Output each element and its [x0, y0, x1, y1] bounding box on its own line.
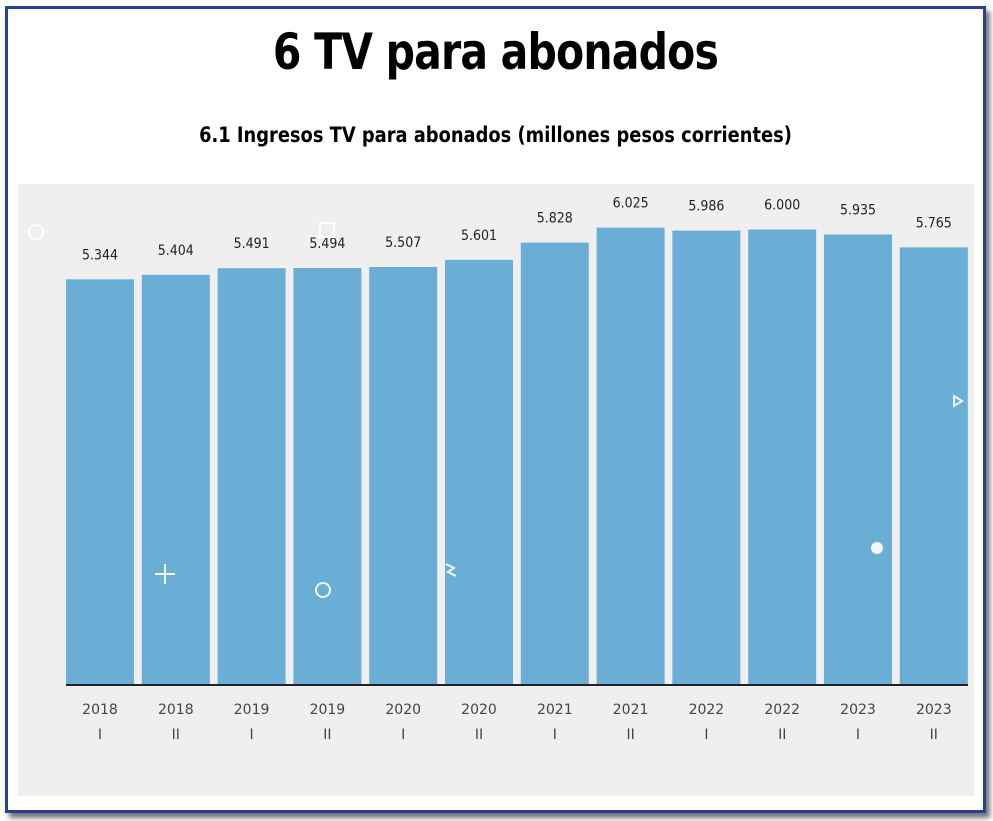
- x-tick-year: 2018: [82, 702, 118, 718]
- page-title: 6 TV para abonados: [272, 23, 719, 81]
- value-label: 5.828: [537, 211, 573, 227]
- bar-chart: 5.344 5.404 5.491 5.494 5.507 5.601 5.828 6.025…: [28, 196, 968, 743]
- plot-area: 5.344 5.404 5.491 5.494 5.507 5.601 5.828 6.025…: [18, 184, 974, 796]
- value-labels-group: 5.344 5.404 5.491 5.494 5.507 5.601 5.828 6.025…: [82, 196, 952, 264]
- bar-2019-II: [293, 267, 362, 685]
- x-tick-half: II: [778, 727, 786, 743]
- value-label: 6.000: [764, 198, 800, 214]
- bar-2021-I: [520, 242, 589, 686]
- x-tick-half: II: [172, 727, 180, 743]
- x-tick-half: II: [323, 727, 331, 743]
- bar-2023-I: [824, 234, 892, 685]
- bar-2018-II: [141, 274, 210, 685]
- value-label: 6.025: [613, 196, 649, 212]
- bar-2023-II: [899, 247, 968, 685]
- x-tick-year: 2021: [613, 702, 649, 718]
- value-label: 5.986: [688, 199, 724, 215]
- bar-2020-II: [445, 259, 513, 685]
- x-tick-year: 2020: [385, 702, 421, 718]
- x-tick-half: I: [553, 727, 557, 743]
- x-tick-year: 2019: [310, 702, 346, 718]
- x-tick-half: I: [98, 727, 102, 743]
- x-tick-year: 2018: [158, 702, 194, 718]
- x-tick-labels-group: 2018I2018II2019I2019II2020I2020II2021I20…: [82, 702, 951, 743]
- bar-2022-I: [672, 230, 741, 685]
- bar-2020-I: [369, 266, 438, 685]
- chart-subtitle: 6.1 Ingresos TV para abonados (millones …: [199, 123, 792, 147]
- x-tick-half: II: [930, 727, 938, 743]
- x-tick-year: 2023: [840, 702, 876, 718]
- x-tick-year: 2022: [764, 702, 800, 718]
- x-tick-year: 2021: [537, 702, 573, 718]
- value-label: 5.494: [309, 236, 345, 252]
- x-tick-year: 2019: [234, 702, 270, 718]
- bar-2018-I: [66, 279, 134, 685]
- bar-2021-II: [596, 227, 665, 685]
- value-label: 5.344: [82, 247, 118, 263]
- x-tick-half: II: [626, 727, 634, 743]
- value-label: 5.507: [385, 235, 421, 251]
- value-label: 5.935: [840, 202, 876, 218]
- x-tick-half: II: [475, 727, 483, 743]
- value-label: 5.601: [461, 228, 497, 244]
- x-tick-half: I: [401, 727, 405, 743]
- value-label: 5.404: [158, 243, 194, 259]
- x-tick-half: I: [704, 727, 708, 743]
- bar-2022-II: [748, 229, 817, 685]
- x-tick-half: I: [856, 727, 860, 743]
- decorative-shapes: [28, 222, 964, 598]
- x-tick-year: 2023: [916, 702, 952, 718]
- chart-frame: 6 TV para abonados 6.1 Ingresos TV para …: [5, 6, 986, 813]
- bars-group: [66, 227, 968, 686]
- bar-2019-I: [217, 268, 286, 685]
- x-tick-half: I: [250, 727, 254, 743]
- value-label: 5.765: [916, 215, 952, 231]
- value-label: 5.491: [234, 236, 270, 252]
- x-tick-year: 2020: [461, 702, 497, 718]
- x-tick-year: 2022: [689, 702, 725, 718]
